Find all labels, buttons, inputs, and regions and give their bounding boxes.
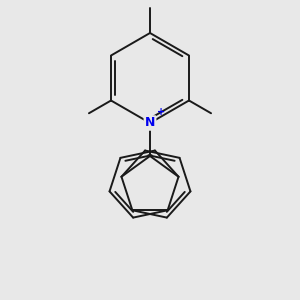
Text: +: + [157,106,166,117]
Text: N: N [145,116,155,130]
